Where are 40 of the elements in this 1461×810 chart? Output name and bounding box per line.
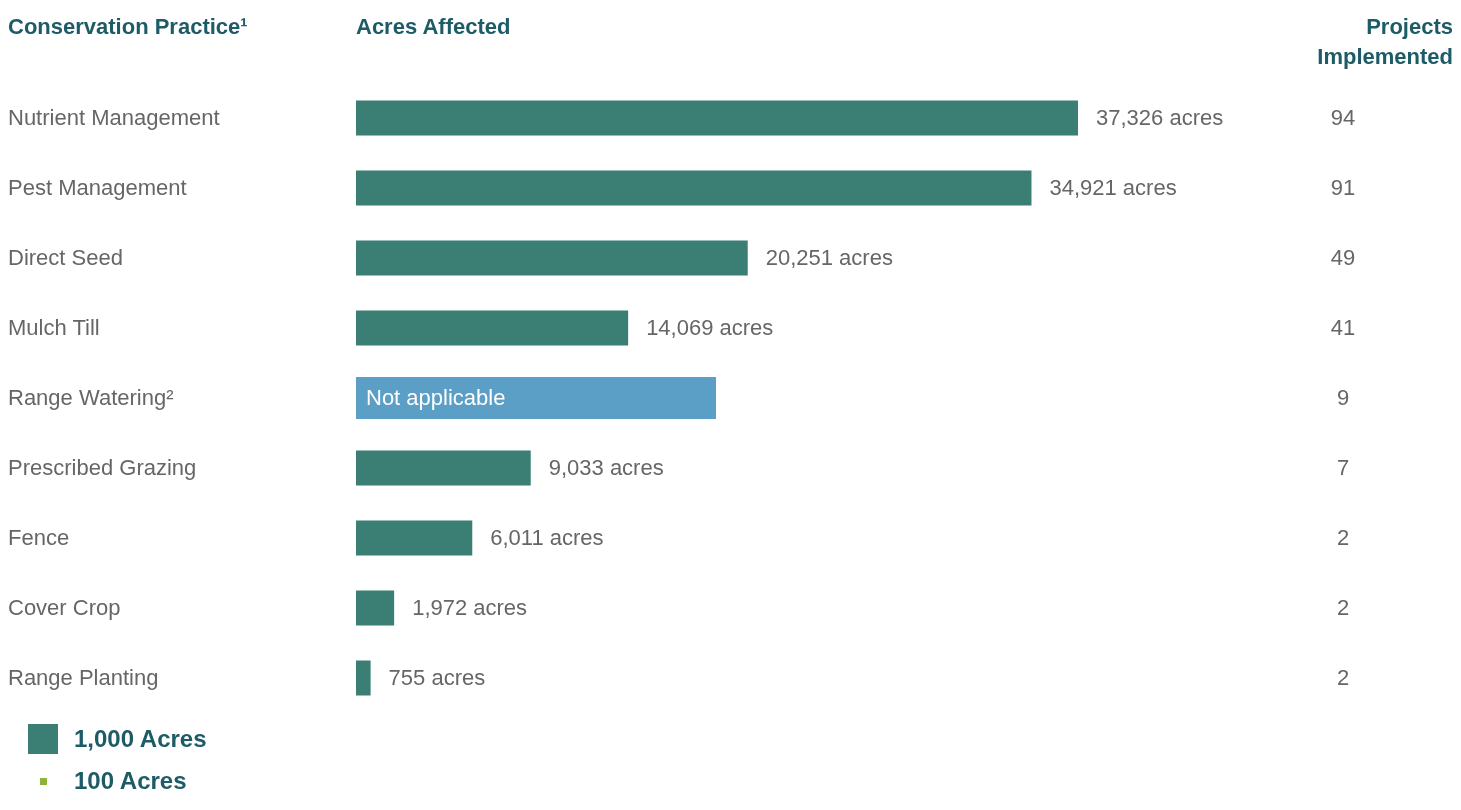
text: 100 Acres xyxy=(74,767,187,795)
bar xyxy=(356,310,629,346)
bar xyxy=(356,590,395,626)
text: 2 xyxy=(1335,525,1351,551)
y-tick-label: Mulch Till xyxy=(8,315,100,340)
bar xyxy=(356,660,371,696)
text: 2 xyxy=(1335,595,1351,621)
bar xyxy=(356,520,473,556)
text: 7 xyxy=(1335,455,1351,481)
y-tick-label: Direct Seed xyxy=(8,245,123,270)
y-tick-label: Cover Crop xyxy=(8,595,121,620)
text: 91 xyxy=(1329,175,1357,201)
text: 9 xyxy=(1335,385,1351,411)
y-tick-label: Range Watering² xyxy=(8,385,174,410)
bar xyxy=(356,450,531,486)
text: Projects Implemented xyxy=(1316,13,1453,71)
data-label: 34,921 acres xyxy=(1049,175,1177,200)
y-tick-label: Fence xyxy=(8,525,70,550)
bar xyxy=(356,240,748,276)
bar xyxy=(356,100,1078,136)
text: 41 xyxy=(1329,315,1357,341)
data-label: 9,033 acres xyxy=(548,455,664,480)
text: 94 xyxy=(1329,105,1357,131)
y-tick-label: Range Planting xyxy=(8,665,159,690)
data-label: 6,011 acres xyxy=(490,525,604,550)
text: 49 xyxy=(1329,245,1357,271)
data-label: 37,326 acres xyxy=(1096,105,1224,130)
y-tick-label: Nutrient Management xyxy=(8,105,220,130)
y-tick-label: Pest Management xyxy=(8,175,187,200)
bar xyxy=(356,170,1032,206)
text: 1,000 Acres xyxy=(74,725,207,753)
y-tick-label: Prescribed Grazing xyxy=(8,455,197,480)
x-axis-title: Acres Affected xyxy=(356,13,512,41)
y-axis-title: Conservation Practice¹ xyxy=(8,13,249,41)
data-label: 14,069 acres xyxy=(646,315,774,340)
data-label: 755 acres xyxy=(388,665,486,690)
text: 2 xyxy=(1335,665,1351,691)
band-label: Not applicable xyxy=(356,377,716,419)
data-label: 20,251 acres xyxy=(765,245,893,270)
data-label: 1,972 acres xyxy=(412,595,528,620)
